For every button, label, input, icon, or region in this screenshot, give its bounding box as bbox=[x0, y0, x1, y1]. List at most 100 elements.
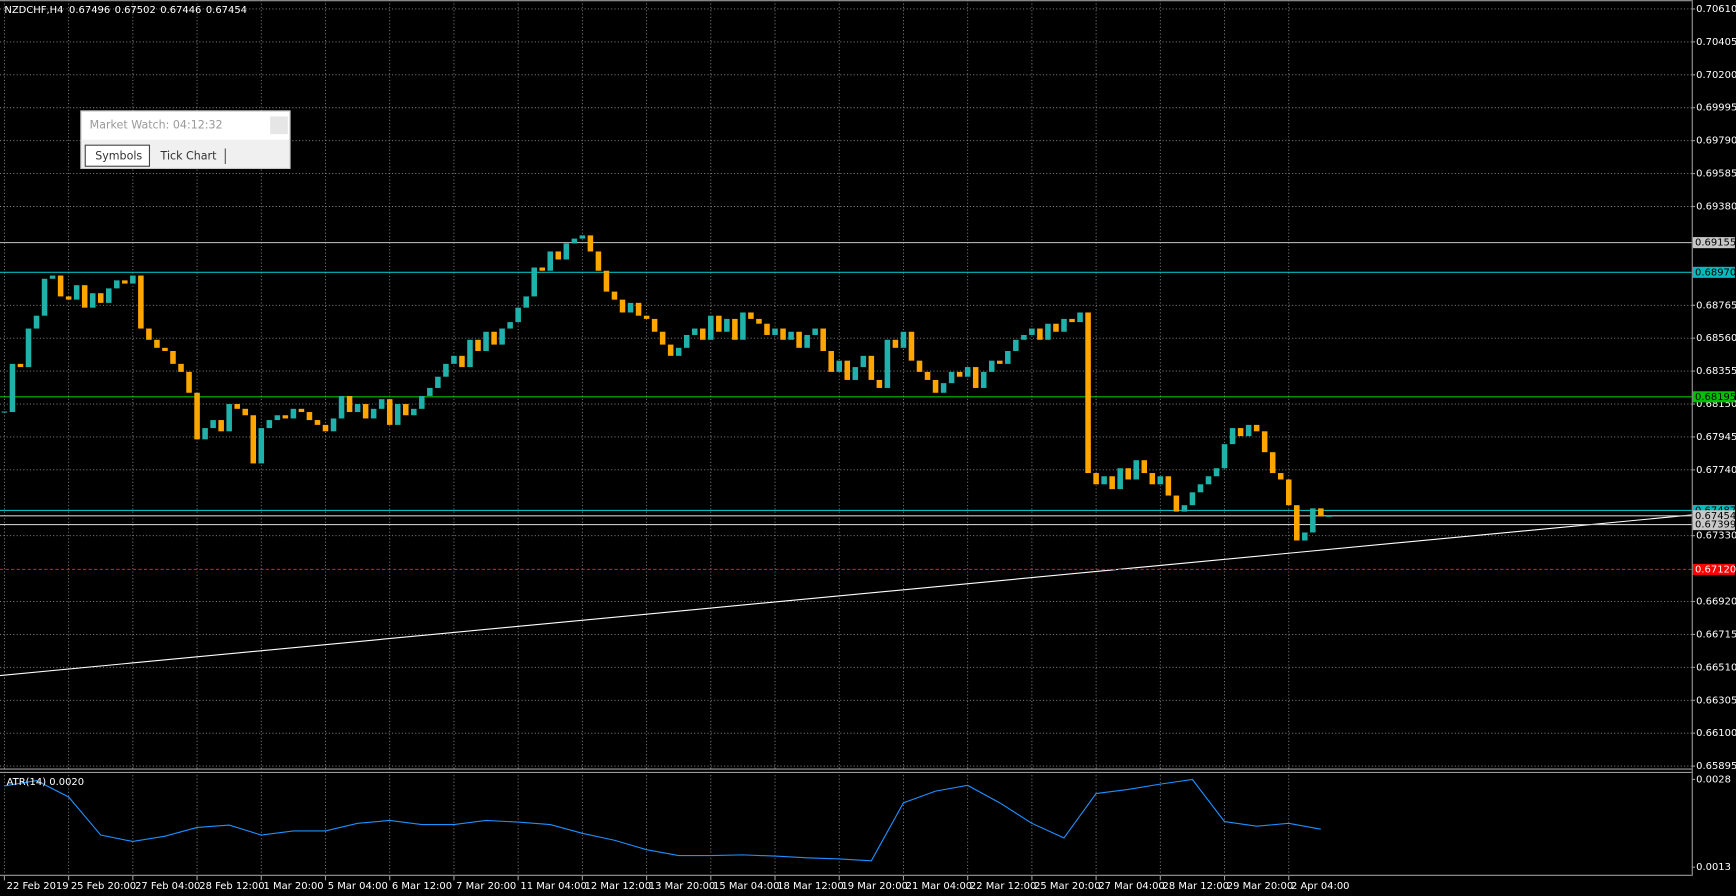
x-tick-label: 7 Mar 20:00 bbox=[456, 881, 516, 892]
price-level-label: 0.67399 bbox=[1695, 520, 1736, 531]
candle-body bbox=[716, 315, 722, 332]
candle-body bbox=[852, 367, 859, 380]
x-tick-label: 5 Mar 04:00 bbox=[328, 881, 388, 892]
candle-body bbox=[972, 367, 979, 388]
candle-body bbox=[330, 418, 337, 432]
header-high: 0.67502 bbox=[115, 5, 156, 16]
candle-body bbox=[1237, 428, 1244, 437]
x-tick-label: 22 Feb 2019 bbox=[7, 881, 69, 892]
candle-body bbox=[1045, 323, 1051, 340]
candle-body bbox=[178, 363, 184, 372]
candle-body bbox=[724, 318, 730, 332]
candle-body bbox=[603, 270, 610, 292]
candle-body bbox=[186, 371, 192, 393]
candle-body bbox=[523, 296, 529, 308]
y-tick-label: 0.66510 bbox=[1696, 662, 1736, 673]
x-tick-label: 28 Mar 12:00 bbox=[1163, 881, 1229, 892]
candle-body bbox=[1125, 468, 1131, 480]
x-tick-label: 6 Mar 12:00 bbox=[392, 881, 452, 892]
candle-body bbox=[1149, 473, 1156, 485]
candle-body bbox=[1077, 312, 1083, 323]
tab-active[interactable] bbox=[84, 144, 151, 167]
candle-body bbox=[170, 351, 176, 364]
x-tick-label: 18 Mar 12:00 bbox=[777, 881, 843, 892]
price-level-tag bbox=[1692, 237, 1735, 249]
y-tick-label: 0.67330 bbox=[1696, 531, 1736, 542]
candle-body bbox=[1085, 312, 1091, 474]
candle-body bbox=[114, 280, 120, 289]
candle-body bbox=[1213, 468, 1220, 477]
candle-body bbox=[788, 331, 794, 340]
candle-body bbox=[940, 383, 947, 393]
price-level-label: 0.68195 bbox=[1695, 392, 1736, 403]
candle-body bbox=[595, 251, 602, 271]
header-low: 0.67446 bbox=[160, 5, 201, 16]
window-titlebar bbox=[81, 111, 289, 140]
candle-body bbox=[948, 371, 955, 384]
symbol-title: NZDCHF,H4 bbox=[4, 5, 63, 16]
candle-body bbox=[1253, 424, 1260, 432]
candle-body bbox=[346, 395, 353, 413]
candle-body bbox=[1013, 339, 1019, 352]
candle-body bbox=[9, 363, 16, 413]
candle-body bbox=[1229, 428, 1236, 445]
candle-body bbox=[1245, 424, 1252, 437]
candle-body bbox=[1133, 460, 1140, 480]
candle-body bbox=[691, 328, 698, 335]
candle-body bbox=[1181, 505, 1188, 512]
y-tick-label: 0.66715 bbox=[1696, 629, 1736, 640]
level-layer: 0.691550.689700.681950.674870.674540.673… bbox=[0, 237, 1736, 575]
header-open: 0.67496 bbox=[69, 5, 110, 16]
candle-body bbox=[266, 420, 273, 429]
candle-body bbox=[242, 408, 248, 416]
candle-body bbox=[1157, 476, 1164, 485]
x-tick-label: 22 Mar 12:00 bbox=[970, 881, 1036, 892]
candle-body bbox=[362, 404, 369, 419]
candle-body bbox=[892, 339, 899, 348]
x-tick-label: 2 Apr 04:00 bbox=[1291, 881, 1350, 892]
trend-line bbox=[0, 514, 1692, 677]
candle-body bbox=[443, 363, 449, 377]
candle-body bbox=[876, 379, 883, 388]
y-tick-label: 0.66100 bbox=[1696, 728, 1736, 739]
candle-body bbox=[250, 415, 257, 464]
candle-body bbox=[306, 412, 313, 421]
candle-body bbox=[49, 275, 56, 279]
close-button[interactable] bbox=[270, 116, 288, 135]
y-tick-label: 0.0028 bbox=[1696, 774, 1731, 785]
candle-body bbox=[708, 315, 714, 340]
y-tick-label: 0.67945 bbox=[1696, 432, 1736, 443]
x-tick-label: 25 Feb 20:00 bbox=[71, 881, 136, 892]
candle-body bbox=[635, 302, 642, 316]
y-tick-label: 0.0013 bbox=[1696, 862, 1731, 873]
candle-body bbox=[844, 360, 851, 380]
candle-body bbox=[772, 328, 778, 335]
candle-body bbox=[394, 404, 401, 425]
header-close: 0.67454 bbox=[206, 5, 247, 16]
y-tick-label: 0.69380 bbox=[1696, 202, 1736, 213]
candle-body bbox=[1101, 476, 1107, 485]
candle-body bbox=[828, 351, 834, 372]
candle-body bbox=[1261, 431, 1268, 453]
candle-body bbox=[748, 312, 754, 319]
tab-label[interactable]: Symbols bbox=[95, 149, 142, 162]
y-tick-label: 0.69790 bbox=[1696, 136, 1736, 147]
tab-label[interactable]: Tick Chart bbox=[160, 149, 218, 162]
candle-body bbox=[515, 307, 521, 323]
x-tick-label: 25 Mar 20:00 bbox=[1034, 881, 1100, 892]
y-tick-label: 0.69585 bbox=[1696, 169, 1736, 180]
candle-body bbox=[105, 288, 112, 303]
y-tick-label: 0.70405 bbox=[1696, 37, 1736, 48]
y-tick-label: 0.68150 bbox=[1696, 399, 1736, 410]
candle-body bbox=[619, 299, 626, 313]
candle-body bbox=[732, 318, 738, 340]
market-watch-window[interactable]: Market Watch: 04:12:32 Symbols Tick Char… bbox=[80, 110, 291, 169]
candle-body bbox=[435, 376, 441, 388]
price-level-tag bbox=[1692, 519, 1735, 531]
candle-body bbox=[531, 267, 537, 297]
candle-body bbox=[700, 328, 706, 340]
y-tick-label: 0.65895 bbox=[1696, 761, 1736, 772]
candle-body bbox=[154, 339, 160, 348]
